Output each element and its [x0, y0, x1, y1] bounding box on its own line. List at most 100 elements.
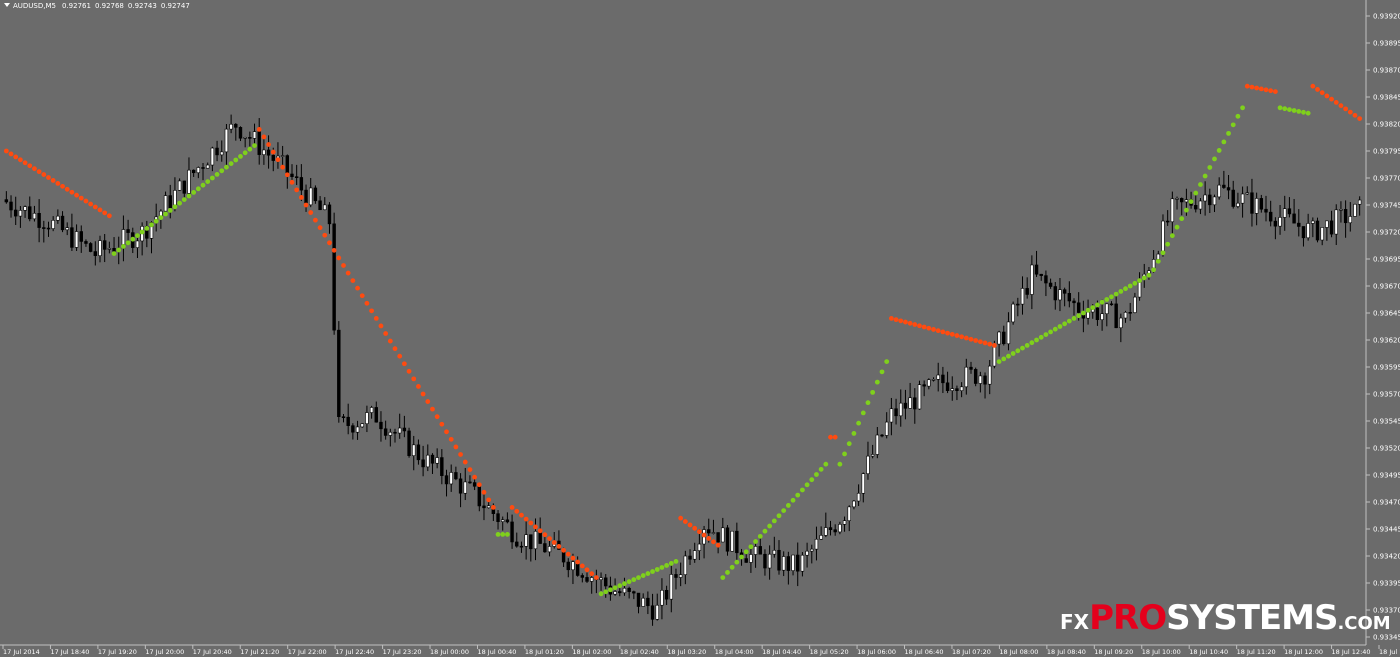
sar-dot-bullish: [1221, 139, 1227, 145]
candle-body: [983, 375, 987, 385]
sar-dot-bearish: [1244, 83, 1250, 89]
sar-dot-bullish: [1151, 267, 1157, 273]
x-tick-label: 18 Jul 13:20: [1379, 648, 1400, 656]
candle-body: [135, 240, 140, 248]
candle-body: [1315, 220, 1320, 241]
sar-dot-bearish: [1315, 87, 1320, 92]
sar-dot-bearish: [907, 320, 913, 326]
quote-low: 0.92743: [127, 2, 157, 10]
candle-body: [472, 482, 477, 487]
candle-body: [407, 430, 411, 456]
sar-dot-bullish: [1118, 289, 1124, 294]
candle-body: [674, 574, 678, 578]
candle-body: [84, 241, 88, 244]
candle-body: [763, 553, 767, 569]
candle-body: [627, 587, 631, 592]
candle-body: [1222, 184, 1226, 188]
sar-dot-bullish: [1109, 294, 1114, 300]
candle-body: [1123, 312, 1128, 319]
x-tick-label: 18 Jul 06:00: [857, 648, 896, 656]
x-tick-label: 18 Jul 10:00: [1142, 648, 1181, 656]
candle-body: [1311, 220, 1315, 224]
sar-dot-bearish: [345, 270, 351, 276]
candle-body: [781, 556, 786, 571]
sar-dot-bearish: [387, 338, 393, 344]
sar-dot-bullish: [851, 431, 857, 436]
candle-body: [107, 247, 112, 250]
sar-dot-bearish: [69, 189, 75, 195]
candle-body: [622, 587, 627, 594]
candle-body: [772, 549, 777, 555]
sar-dot-bullish: [139, 229, 145, 235]
sar-dot-bearish: [537, 528, 543, 534]
candle-body: [524, 534, 528, 547]
x-tick-label: 17 Jul 22:00: [288, 648, 327, 656]
candle-body: [927, 379, 931, 387]
candle-body: [941, 374, 945, 384]
candle-body: [243, 136, 247, 139]
x-tick-label: 18 Jul 08:40: [1047, 648, 1086, 656]
candle-body: [1016, 303, 1020, 306]
candle-body: [412, 444, 416, 456]
sar-dot-bullish: [870, 389, 876, 395]
sar-dot-bearish: [270, 149, 276, 155]
candle-body: [721, 527, 725, 543]
sar-dot-bullish: [224, 164, 229, 170]
sar-dot-bearish: [313, 217, 318, 223]
candle-body: [23, 206, 27, 211]
sar-dot-bullish: [191, 190, 197, 195]
sar-dot-bearish: [893, 317, 899, 323]
candle-body: [903, 402, 908, 409]
candle-body: [945, 382, 950, 391]
candle-body: [1006, 321, 1011, 345]
sar-dot-bullish: [1080, 310, 1086, 316]
x-tick-label: 18 Jul 08:00: [999, 648, 1038, 656]
sar-dot-bullish: [1020, 345, 1025, 351]
candle-body: [426, 454, 430, 468]
candle-body: [1100, 313, 1104, 321]
candle-body: [383, 428, 388, 436]
candle-body: [1119, 317, 1123, 329]
candle-body: [360, 423, 364, 428]
candle-body: [416, 444, 421, 461]
sar-dot-bearish: [949, 331, 955, 337]
candles-layer: [4, 114, 1362, 626]
sar-dot-bullish: [1146, 272, 1152, 278]
candle-body: [1268, 211, 1273, 222]
sar-dot-bullish: [1038, 334, 1044, 340]
candle-body: [1105, 303, 1109, 315]
sar-dot-bullish: [846, 441, 852, 447]
sar-dot-bullish: [181, 197, 187, 203]
candle-body: [290, 173, 294, 177]
candle-body: [421, 459, 425, 468]
candle-body: [257, 131, 261, 155]
sar-dot-bullish: [125, 240, 131, 246]
sar-dot-bullish: [753, 539, 758, 544]
candle-body: [1254, 198, 1259, 214]
watermark-fx: FX: [1060, 610, 1090, 634]
candle-body: [1306, 223, 1310, 239]
candle-body: [70, 227, 74, 248]
candle-body: [4, 199, 9, 203]
sar-dot-bullish: [823, 461, 829, 467]
x-tick-label: 18 Jul 12:00: [1284, 648, 1323, 656]
sar-dot-bullish: [645, 571, 651, 576]
candle-body: [936, 374, 940, 380]
sar-dot-bullish: [200, 182, 206, 188]
sar-dot-bullish: [1048, 329, 1053, 335]
sar-dot-bearish: [60, 183, 65, 189]
sar-dot-bearish: [458, 452, 463, 457]
sar-dot-bullish: [177, 200, 183, 206]
sar-dot-bearish: [425, 399, 431, 404]
chevron-down-icon[interactable]: [4, 3, 10, 7]
candle-body: [285, 155, 290, 175]
candle-body: [547, 546, 552, 553]
candle-body: [1325, 220, 1329, 228]
candle-body: [37, 212, 41, 228]
candle-body: [444, 475, 449, 485]
candle-body: [46, 227, 51, 230]
sar-dot-bearish: [106, 213, 112, 219]
candle-body: [224, 128, 229, 153]
candle-body: [458, 478, 463, 494]
